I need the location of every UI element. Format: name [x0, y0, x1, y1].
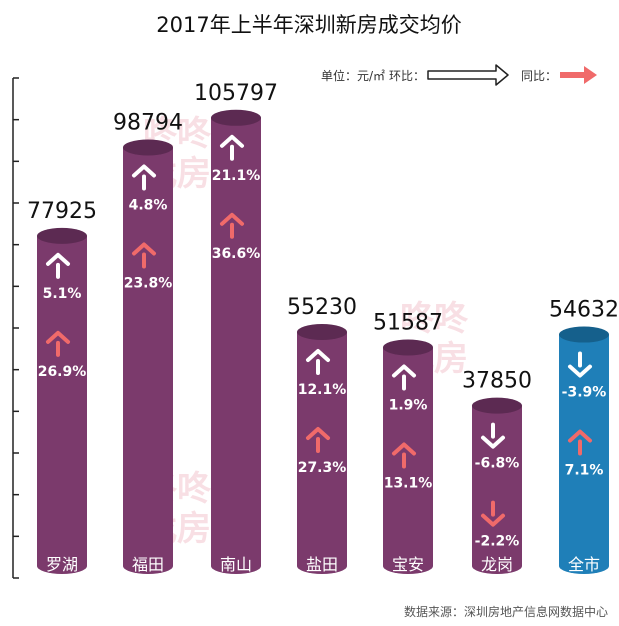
bar — [211, 117, 261, 567]
bar-group: 105797 21.1% 36.6% 南山 — [194, 81, 278, 574]
value-label: 98794 — [113, 110, 183, 135]
mom-arrow-down-icon — [568, 351, 592, 378]
bars: 77925 5.1% 26.9% 罗湖 98794 4.8% 23.8% 福田 105797 21… — [27, 81, 619, 574]
bar-group: 37850 -6.8% -2.2% 龙岗 — [462, 369, 532, 574]
mom-label: 12.1% — [298, 382, 347, 398]
category-label: 龙岗 — [481, 555, 513, 574]
yoy-label: -2.2% — [475, 534, 520, 550]
category-label: 罗湖 — [46, 555, 78, 574]
legend: 单位：元/㎡ 环比： 同比： — [321, 64, 597, 86]
category-label: 盐田 — [306, 555, 338, 574]
yoy-label: 23.8% — [124, 275, 173, 291]
mom-label: 5.1% — [43, 286, 82, 302]
value-label: 105797 — [194, 81, 278, 106]
yoy-label: 13.1% — [384, 475, 433, 491]
value-label: 37850 — [462, 369, 532, 394]
bar — [383, 347, 433, 566]
yoy-label: 27.3% — [298, 460, 347, 476]
mom-arrow-up-icon — [46, 252, 70, 279]
mom-arrow-down-icon — [481, 422, 505, 449]
bar — [123, 147, 173, 566]
mom-label: -6.8% — [475, 456, 520, 472]
yoy-arrow-up-icon — [132, 242, 156, 269]
mom-label: 4.8% — [129, 197, 168, 213]
bar-bottom — [297, 558, 347, 574]
yoy-label: 26.9% — [38, 364, 87, 380]
bar — [37, 235, 87, 567]
value-label: 51587 — [373, 310, 443, 335]
value-label: 54632 — [549, 298, 619, 323]
yoy-label: 7.1% — [565, 463, 604, 479]
bar-group: 55230 12.1% 27.3% 盐田 — [287, 295, 357, 574]
category-label: 南山 — [220, 555, 252, 574]
yoy-label: 36.6% — [212, 246, 261, 262]
watermark-mid-1: 咚咚 — [400, 299, 469, 339]
bar-top — [211, 109, 261, 126]
mom-arrow-up-icon — [132, 164, 156, 191]
yoy-arrow-up-icon — [220, 212, 244, 239]
bar-top — [472, 397, 522, 414]
y-axis — [12, 77, 19, 579]
bar-group: 54632 -3.9% 7.1% 全市 — [549, 298, 619, 574]
value-label: 55230 — [287, 295, 357, 320]
mom-arrow-up-icon — [306, 349, 330, 376]
mom-label: 21.1% — [212, 168, 261, 184]
mom-label: 1.9% — [389, 397, 428, 413]
category-label: 宝安 — [392, 555, 424, 574]
data-source: 数据来源：深圳房地产信息网数据中心 — [404, 604, 608, 619]
category-label: 全市 — [568, 555, 600, 574]
bar-bottom — [211, 558, 261, 574]
legend-yoy-arrow-icon — [560, 66, 597, 84]
category-label: 福田 — [132, 555, 164, 574]
bar-group: 51587 1.9% 13.1% 宝安 — [373, 310, 443, 574]
bar-bottom — [383, 558, 433, 574]
bar-group: 98794 4.8% 23.8% 福田 — [113, 110, 183, 574]
bar-top — [559, 326, 609, 343]
legend-yoy-label: 同比： — [521, 69, 557, 83]
legend-mom-arrow-icon — [427, 64, 509, 86]
bar-bottom — [123, 558, 173, 574]
bar-group: 77925 5.1% 26.9% 罗湖 — [27, 199, 97, 574]
bar — [472, 405, 522, 566]
bar-top — [297, 324, 347, 341]
bar-bottom — [472, 558, 522, 574]
yoy-arrow-up-icon — [306, 427, 330, 454]
mom-arrow-up-icon — [220, 134, 244, 161]
bar-top — [383, 339, 433, 356]
value-label: 77925 — [27, 199, 97, 224]
unit-label: 单位：元/㎡ — [321, 68, 385, 83]
bar-top — [123, 139, 173, 156]
mom-arrow-up-icon — [392, 364, 416, 391]
bar-bottom — [37, 558, 87, 574]
mom-label: -3.9% — [562, 385, 607, 401]
yoy-arrow-up-icon — [46, 330, 70, 357]
bar-top — [37, 227, 87, 244]
yoy-arrow-down-icon — [481, 500, 505, 527]
yoy-arrow-up-icon — [392, 442, 416, 469]
legend-mom-label: 环比： — [389, 69, 425, 83]
bar — [297, 332, 347, 566]
yoy-arrow-up-icon — [568, 429, 592, 456]
chart-title: 2017年上半年深圳新房成交均价 — [156, 13, 461, 37]
bar-bottom — [559, 558, 609, 574]
